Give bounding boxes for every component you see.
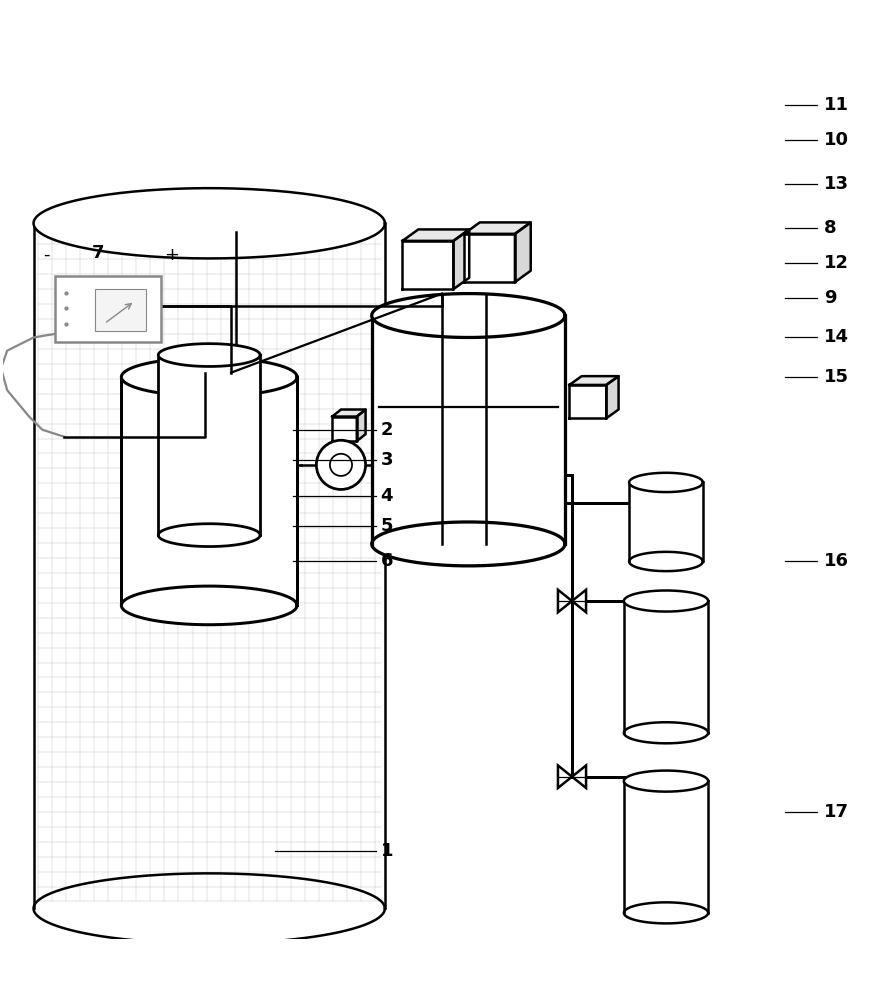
Polygon shape [121, 358, 297, 396]
Text: 10: 10 [824, 131, 850, 149]
Text: 9: 9 [824, 289, 836, 307]
Text: 8: 8 [824, 219, 837, 237]
Polygon shape [402, 241, 453, 289]
Bar [95, 289, 146, 331]
Text: 12: 12 [824, 254, 850, 272]
Text: -: - [43, 246, 50, 264]
Polygon shape [624, 590, 708, 612]
Polygon shape [332, 417, 357, 441]
Polygon shape [158, 344, 260, 366]
Polygon shape [624, 601, 708, 733]
Polygon shape [624, 781, 708, 913]
Polygon shape [402, 229, 469, 241]
Text: 17: 17 [824, 803, 850, 821]
Polygon shape [121, 377, 297, 605]
Polygon shape [158, 355, 260, 535]
Polygon shape [372, 522, 565, 566]
Text: 14: 14 [824, 328, 850, 346]
Text: 6: 6 [380, 552, 393, 570]
Polygon shape [629, 552, 703, 571]
Polygon shape [158, 524, 260, 547]
Polygon shape [624, 722, 708, 743]
Text: 3: 3 [380, 451, 393, 469]
Text: 1: 1 [380, 842, 393, 860]
Polygon shape [624, 771, 708, 792]
Polygon shape [514, 222, 530, 282]
Circle shape [316, 440, 366, 489]
Text: 7: 7 [91, 244, 104, 262]
Polygon shape [34, 188, 385, 258]
Polygon shape [558, 765, 572, 788]
Polygon shape [372, 294, 565, 337]
Polygon shape [372, 316, 565, 544]
Text: +: + [164, 246, 179, 264]
Polygon shape [569, 376, 619, 385]
Polygon shape [569, 385, 606, 418]
Polygon shape [464, 222, 530, 234]
Text: 4: 4 [380, 487, 393, 505]
Polygon shape [357, 410, 366, 441]
Text: 11: 11 [824, 96, 850, 114]
Polygon shape [453, 229, 469, 289]
Polygon shape [624, 902, 708, 923]
Text: 5: 5 [380, 517, 393, 535]
Text: 16: 16 [824, 552, 850, 570]
Polygon shape [121, 586, 297, 625]
Bar [56, 276, 161, 342]
Polygon shape [629, 473, 703, 492]
Polygon shape [34, 873, 385, 944]
Text: 2: 2 [380, 421, 393, 439]
Polygon shape [124, 542, 294, 605]
Polygon shape [464, 234, 514, 282]
Polygon shape [558, 590, 572, 612]
Polygon shape [606, 376, 619, 418]
Text: 13: 13 [824, 175, 850, 193]
Polygon shape [332, 410, 366, 417]
Polygon shape [572, 765, 586, 788]
Text: 15: 15 [824, 368, 850, 386]
Polygon shape [572, 590, 586, 612]
Polygon shape [629, 482, 703, 561]
Polygon shape [34, 223, 385, 908]
